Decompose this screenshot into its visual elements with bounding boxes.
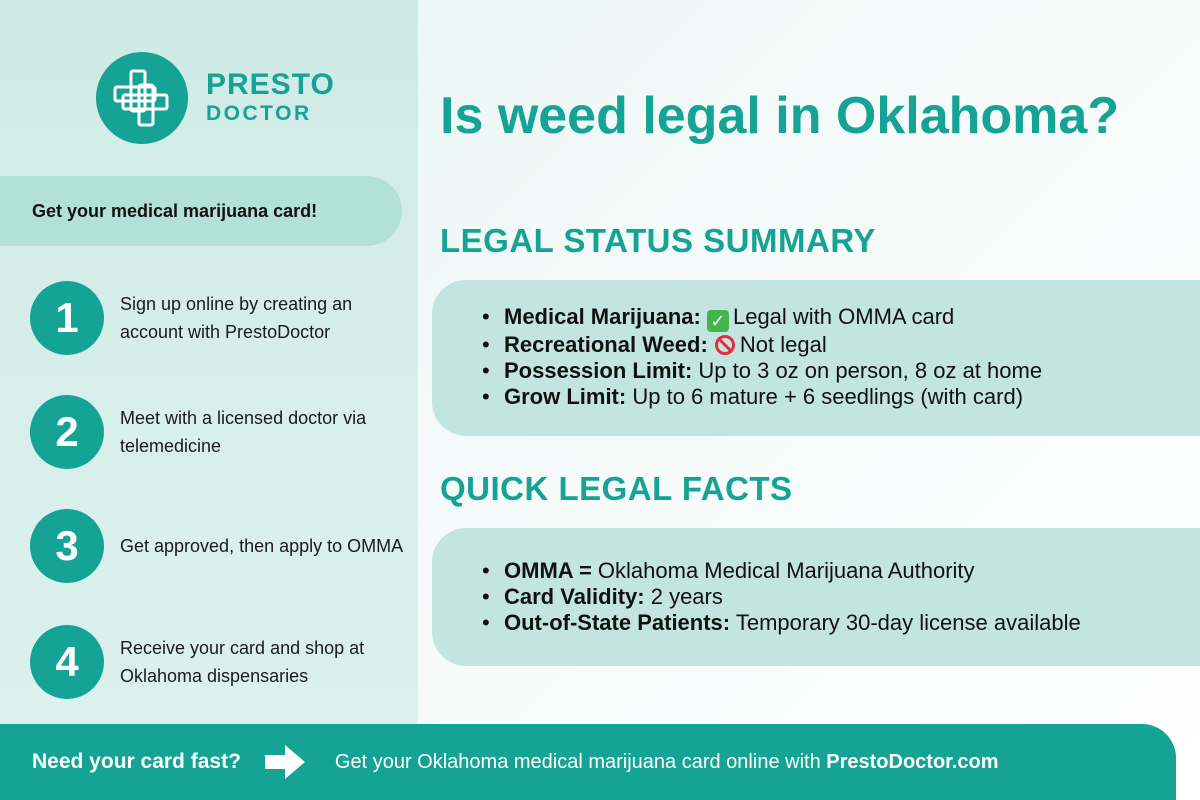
- legal-status-item-possession: • Possession Limit: Up to 3 oz on person,…: [482, 358, 1200, 384]
- step-number-badge: 4: [30, 625, 104, 699]
- step-4: 4 Receive your card and shop at Oklahoma…: [30, 624, 420, 700]
- check-mark-icon: ✓: [706, 310, 729, 332]
- footer-cta-sentence: Get your Oklahoma medical marijuana card…: [334, 750, 821, 773]
- item-value: Oklahoma Medical Marijuana Authority: [597, 558, 975, 583]
- legal-status-box: • Medical Marijuana: ✓ Legal with OMMA car…: [432, 280, 1200, 436]
- bullet: •: [482, 304, 490, 329]
- step-2: 2 Meet with a licensed doctor via teleme…: [30, 394, 420, 470]
- bullet: •: [482, 384, 490, 409]
- legal-status-item-grow: • Grow Limit: Up to 6 mature + 6 seedling…: [482, 384, 1200, 410]
- step-description: Sign up online by creating an account wi…: [120, 294, 353, 342]
- bullet: •: [482, 332, 490, 357]
- bullet: •: [482, 610, 490, 635]
- item-label: Out-of-State Patients:: [504, 610, 731, 635]
- get-card-cta[interactable]: Get your medical marijuana card!: [0, 176, 402, 246]
- item-value: Up to 3 oz on person, 8 oz at home: [698, 358, 1043, 383]
- item-value: Up to 6 mature + 6 seedlings (with card): [632, 384, 1024, 409]
- step-description: Get approved, then apply to OMMA: [120, 536, 404, 556]
- step-number-badge: 2: [30, 395, 104, 469]
- step-description: Meet with a licensed doctor via telemedi…: [120, 408, 367, 456]
- item-label: Recreational Weed:: [504, 332, 708, 357]
- legal-status-item-recreational: • Recreational Weed: Not legal: [482, 332, 1200, 358]
- prestodoctor-link[interactable]: PrestoDoctor.com: [826, 750, 999, 773]
- logo-cross-icon: [96, 52, 188, 144]
- quick-fact-item-omma: • OMMA = Oklahoma Medical Marijuana Autho…: [482, 558, 1200, 584]
- logo-wordmark-doctor: DOCTOR: [206, 102, 312, 125]
- footer-cta-text: Get your Oklahoma medical marijuana card…: [335, 751, 999, 774]
- step-number-badge: 1: [30, 281, 104, 355]
- item-value: Not legal: [739, 332, 827, 357]
- bullet: •: [482, 558, 490, 583]
- item-value: 2 years: [650, 584, 723, 609]
- bullet: •: [482, 584, 490, 609]
- step-1: 1 Sign up online by creating an account …: [30, 280, 420, 356]
- step-3: 3 Get approved, then apply to OMMA: [30, 508, 420, 584]
- footer-lead-text: Need your card fast?: [32, 750, 241, 773]
- item-label: Card Validity:: [504, 584, 645, 609]
- quick-fact-item-validity: • Card Validity: 2 years: [482, 584, 1200, 610]
- page-title: Is weed legal in Oklahoma?: [440, 87, 1120, 145]
- prohibited-icon: [714, 335, 735, 355]
- step-description: Receive your card and shop at Oklahoma d…: [120, 638, 365, 686]
- quick-facts-heading: QUICK LEGAL FACTS: [440, 470, 793, 507]
- item-label: Medical Marijuana:: [504, 304, 701, 329]
- quick-facts-box: • OMMA = Oklahoma Medical Marijuana Autho…: [432, 528, 1200, 666]
- left-panel: PRESTO DOCTOR Get your medical marijuana…: [0, 0, 418, 800]
- step-number-badge: 3: [30, 509, 104, 583]
- item-value: Legal with OMMA card: [732, 304, 955, 329]
- quick-fact-item-out-of-state: • Out-of-State Patients: Temporary 30-day…: [482, 610, 1200, 636]
- item-label: Possession Limit:: [504, 358, 693, 383]
- item-label: Grow Limit:: [504, 384, 627, 409]
- arrow-right-icon: [264, 745, 305, 779]
- item-label: OMMA =: [504, 558, 592, 583]
- legal-status-heading: LEGAL STATUS SUMMARY: [440, 222, 876, 259]
- footer-banner[interactable]: Need your card fast? Get your Oklahoma m…: [0, 724, 1176, 800]
- bullet: •: [482, 358, 490, 383]
- logo-wordmark-presto: PRESTO: [206, 68, 335, 101]
- item-value: Temporary 30-day license available: [735, 610, 1081, 635]
- legal-status-item-medical: • Medical Marijuana: ✓ Legal with OMMA car…: [482, 304, 1200, 332]
- presto-doctor-logo[interactable]: PRESTO DOCTOR: [96, 52, 356, 144]
- get-card-cta-label: Get your medical marijuana card!: [32, 200, 318, 221]
